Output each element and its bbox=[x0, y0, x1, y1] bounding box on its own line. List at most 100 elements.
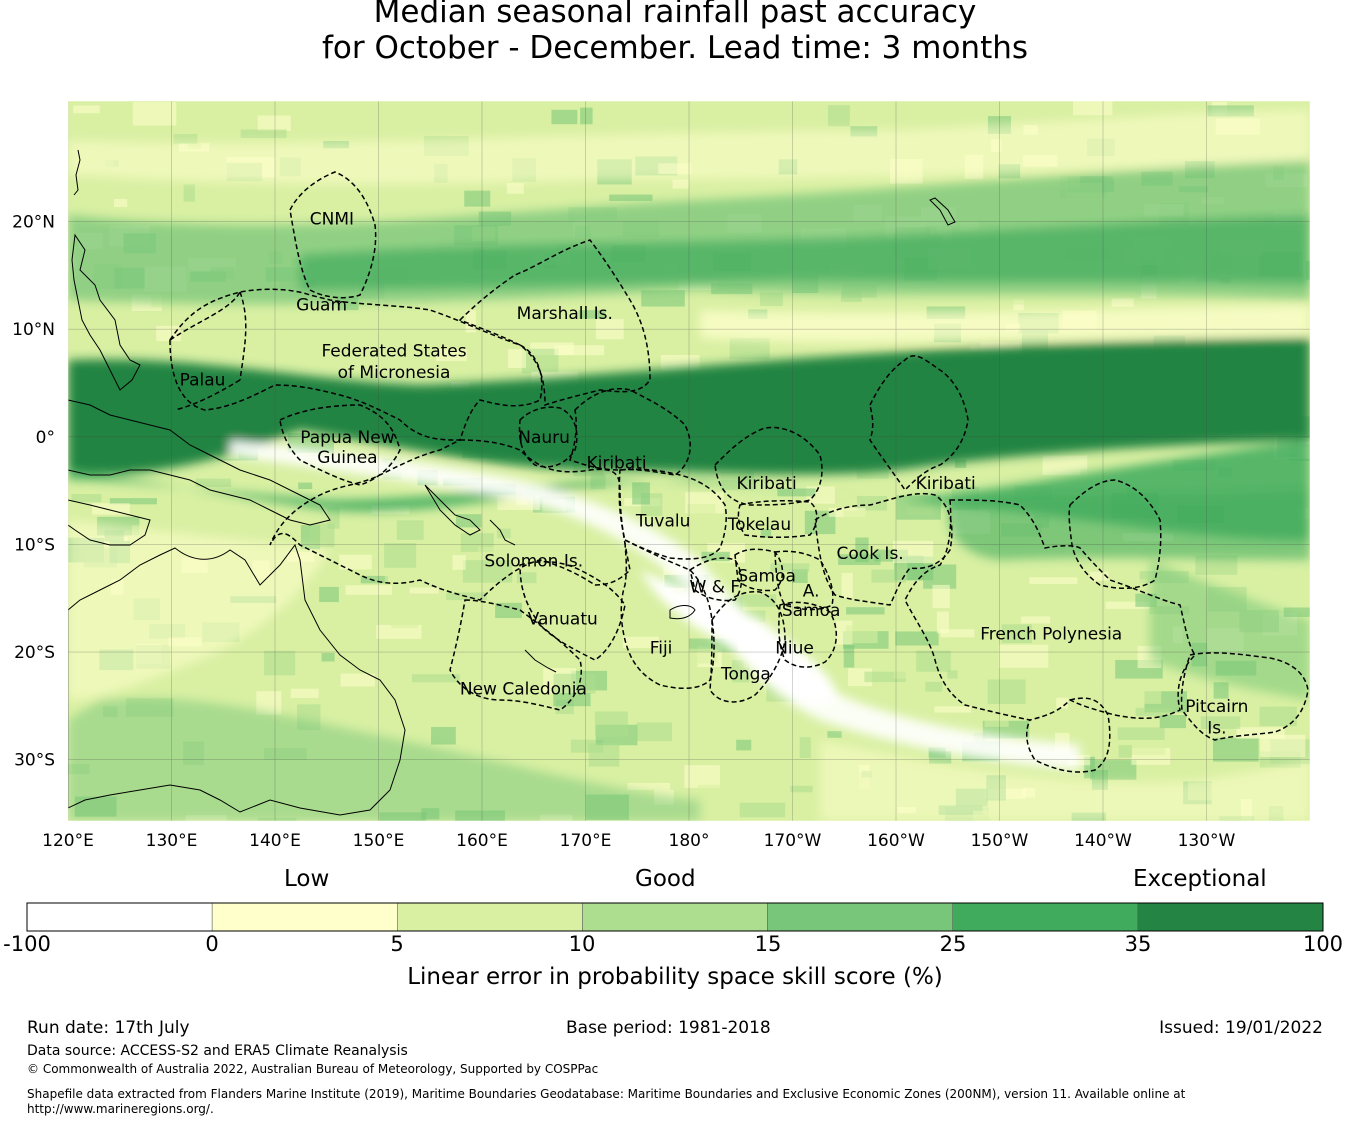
eez-palau bbox=[169, 291, 247, 411]
data-source: Data source: ACCESS-S2 and ERA5 Climate … bbox=[27, 1043, 408, 1059]
shapefile-url[interactable]: http://www.marineregions.org/. bbox=[27, 1102, 214, 1116]
colorbar-segment bbox=[767, 902, 953, 932]
region-label: Kiribati bbox=[737, 474, 797, 494]
skill-cell bbox=[1072, 609, 1092, 630]
skill-cell bbox=[551, 109, 578, 125]
skill-cell bbox=[531, 202, 576, 213]
skill-cell bbox=[1236, 727, 1285, 739]
eez-vanuatu bbox=[519, 560, 626, 661]
skill-cell bbox=[303, 630, 335, 656]
skill-cell bbox=[947, 670, 958, 679]
skill-cell bbox=[1260, 734, 1306, 758]
skill-cell bbox=[929, 751, 952, 764]
copyright: © Commonwealth of Australia 2022, Austra… bbox=[27, 1062, 599, 1076]
region-label: A. bbox=[803, 582, 820, 602]
skill-cell bbox=[984, 713, 1009, 727]
region-label: of Micronesia bbox=[338, 363, 451, 383]
colorbar-tick: -100 bbox=[3, 932, 51, 956]
skill-cell bbox=[1084, 756, 1095, 779]
skill-cell bbox=[109, 498, 157, 505]
skill-cell bbox=[799, 737, 811, 759]
skill-cell bbox=[595, 319, 624, 340]
skill-cell bbox=[932, 584, 950, 609]
skill-cell bbox=[319, 586, 339, 603]
colorbar-segment bbox=[1137, 902, 1324, 932]
skill-cell bbox=[843, 510, 874, 526]
skill-cell bbox=[391, 605, 418, 629]
skill-cell bbox=[998, 644, 1049, 668]
colorbar-segment bbox=[582, 902, 768, 932]
skill-cell bbox=[770, 563, 810, 572]
skill-cell bbox=[936, 611, 949, 634]
latitude-label: 10°S bbox=[14, 535, 55, 555]
base-period: Base period: 1981-2018 bbox=[566, 1018, 771, 1038]
chart-title: Median seasonal rainfall past accuracy f… bbox=[0, 0, 1350, 66]
skill-cell bbox=[71, 493, 102, 503]
region-label: Federated States bbox=[321, 342, 466, 362]
skill-cell bbox=[464, 190, 491, 207]
skill-cell bbox=[632, 482, 650, 505]
skill-cell bbox=[290, 688, 319, 698]
skill-cell bbox=[895, 631, 939, 646]
region-label: W & F bbox=[690, 577, 741, 597]
skill-cell bbox=[183, 184, 195, 202]
region-label: Tuvalu bbox=[635, 512, 691, 532]
map-frame bbox=[67, 100, 1311, 822]
skill-cell bbox=[436, 349, 467, 362]
longitude-label: 120°E bbox=[42, 831, 94, 851]
skill-cell bbox=[1105, 601, 1150, 609]
eez-solomon bbox=[269, 439, 631, 601]
solomon-coast-2 bbox=[489, 519, 516, 546]
skill-cell bbox=[760, 528, 772, 538]
colorbar-tick: 35 bbox=[1124, 932, 1152, 956]
colorbar-segment bbox=[26, 902, 213, 932]
eez-tonga bbox=[709, 591, 786, 703]
skill-cell bbox=[264, 633, 287, 650]
skill-cell bbox=[465, 310, 476, 333]
skill-cell bbox=[1090, 571, 1109, 581]
hawaii-coast bbox=[929, 197, 956, 226]
longitude-label: 170°W bbox=[764, 831, 822, 851]
philippines-coast bbox=[71, 233, 141, 391]
skill-cell bbox=[1096, 683, 1139, 697]
skill-cell bbox=[360, 575, 388, 584]
longitude-labels: 120°E 130°E 140°E 150°E 160°E 170°E 180° 170°W 1… bbox=[42, 831, 1235, 851]
longitude-label: 160°E bbox=[456, 831, 508, 851]
region-label: Fiji bbox=[650, 639, 673, 659]
coastlines bbox=[68, 149, 956, 816]
colorbar-tick: 5 bbox=[390, 932, 404, 956]
longitude-label: 170°E bbox=[560, 831, 612, 851]
new-guinea-coast bbox=[68, 399, 331, 526]
skill-cell bbox=[507, 349, 526, 368]
longitude-label: 180° bbox=[669, 831, 710, 851]
eez-kiribati-phoenix bbox=[714, 426, 823, 506]
skill-cell bbox=[1305, 260, 1310, 280]
eez-wallis-futuna bbox=[689, 557, 743, 602]
skill-cell bbox=[690, 107, 733, 116]
skill-cell bbox=[1283, 607, 1310, 617]
eez-marquesas bbox=[1068, 479, 1162, 590]
skill-cell bbox=[1005, 293, 1047, 305]
skill-cell bbox=[1013, 299, 1024, 311]
skill-cell bbox=[1135, 707, 1171, 717]
shapefile-credit: Shapefile data extracted from Flanders M… bbox=[27, 1087, 1186, 1101]
region-label: French Polynesia bbox=[980, 625, 1122, 645]
skill-cell bbox=[257, 115, 291, 131]
skill-cell bbox=[841, 572, 853, 598]
eez-pitcairn bbox=[1180, 652, 1309, 741]
skill-cell bbox=[321, 652, 335, 662]
latitude-label: 20°N bbox=[12, 213, 55, 233]
skill-cell bbox=[684, 765, 720, 788]
skill-cell bbox=[431, 726, 456, 745]
australia-coast bbox=[68, 543, 406, 816]
skill-cell bbox=[298, 482, 313, 489]
skill-cell bbox=[1207, 105, 1254, 117]
skill-cell bbox=[384, 543, 417, 568]
skill-cell bbox=[934, 706, 972, 713]
region-label: Niue bbox=[775, 639, 814, 659]
skill-cell bbox=[339, 554, 372, 570]
run-date: Run date: 17th July bbox=[27, 1018, 190, 1038]
skill-cell bbox=[224, 212, 237, 228]
skill-cell bbox=[462, 560, 513, 583]
skill-cell bbox=[925, 681, 943, 692]
